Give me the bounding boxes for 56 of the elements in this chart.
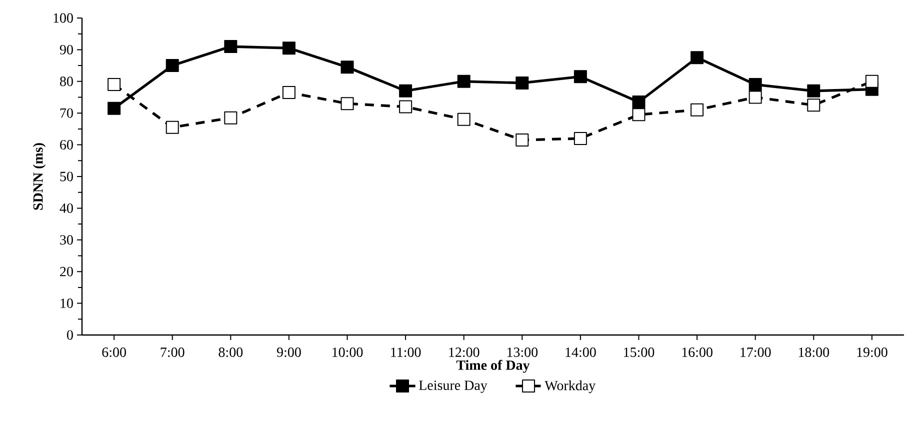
x-tick-label: 16:00 — [682, 348, 712, 358]
y-tick-label: 60 — [60, 140, 73, 150]
y-tick-label: 100 — [54, 13, 73, 23]
point — [340, 97, 354, 110]
legend-label: Leisure Day — [419, 380, 488, 393]
x-tick-label: 13:00 — [507, 348, 538, 358]
point — [457, 74, 470, 88]
point — [282, 42, 296, 55]
x-axis-title: Time of Day — [456, 360, 530, 373]
point — [457, 112, 470, 126]
x-tick-label: 14:00 — [566, 348, 596, 358]
point — [748, 90, 762, 104]
point — [224, 40, 238, 54]
x-tick-label: 18:00 — [798, 348, 830, 358]
y-tick-label: 80 — [60, 76, 73, 86]
x-tick-label: 19:00 — [857, 348, 888, 358]
point — [807, 84, 820, 98]
point — [224, 111, 238, 124]
point — [108, 78, 121, 92]
x-tick-label: 11:00 — [391, 348, 421, 358]
point — [399, 100, 412, 114]
y-tick-label: 50 — [60, 172, 73, 182]
point — [166, 59, 179, 72]
point — [807, 98, 820, 112]
point — [865, 74, 878, 88]
y-tick-label: 70 — [60, 108, 73, 118]
point — [690, 51, 704, 64]
legend-label: Workday — [544, 380, 596, 394]
y-axis-title: SDNN (ms) — [32, 143, 46, 210]
y-tick-label: 20 — [60, 266, 73, 276]
x-tick-label: 6:00 — [102, 348, 126, 358]
point — [574, 70, 587, 84]
x-tick-label: 15:00 — [624, 348, 654, 358]
point — [690, 103, 704, 116]
y-tick-label: 40 — [60, 203, 73, 213]
point — [282, 86, 296, 99]
x-tick-label: 8:00 — [218, 348, 243, 358]
y-tick-label: 30 — [60, 235, 73, 245]
point — [166, 120, 179, 134]
point — [574, 132, 587, 145]
point — [516, 134, 529, 147]
x-tick-label: 17:00 — [740, 348, 771, 358]
x-tick-label: 10:00 — [332, 348, 363, 358]
x-tick-label: 7:00 — [160, 348, 184, 358]
point — [748, 78, 762, 92]
x-tick-label: 9:00 — [276, 348, 301, 358]
y-tick-label: 0 — [67, 330, 73, 340]
point — [340, 60, 354, 74]
point — [516, 76, 529, 90]
point — [632, 108, 646, 122]
x-tick-label: 12:00 — [449, 348, 480, 358]
y-tick-label: 10 — [60, 298, 73, 308]
y-tick-label: 90 — [60, 44, 73, 54]
point — [108, 102, 121, 115]
point — [399, 84, 412, 98]
point — [632, 95, 646, 108]
